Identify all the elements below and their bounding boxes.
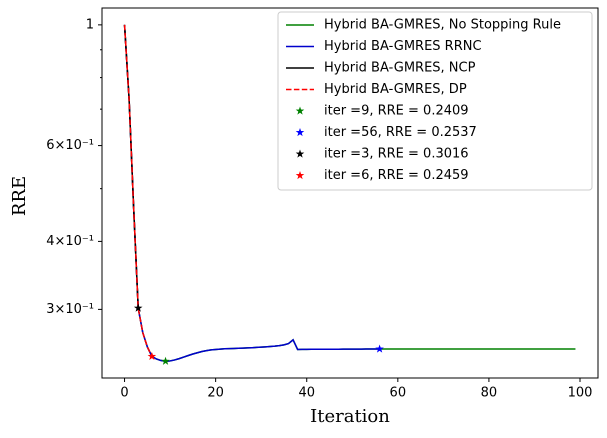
legend-swatch (295, 149, 305, 158)
legend-swatch (295, 128, 305, 137)
y-tick-label: 1 (86, 17, 94, 32)
y-tick-label: 6×10⁻¹ (46, 138, 94, 153)
legend-label: Hybrid BA-GMRES RRNC (324, 39, 482, 54)
legend-label: iter =56, RRE = 0.2537 (324, 125, 477, 140)
legend-label: iter =9, RRE = 0.2409 (324, 104, 469, 119)
legend-label: iter =3, RRE = 0.3016 (324, 147, 469, 162)
x-tick-label: 0 (120, 386, 128, 401)
series-line (123, 24, 153, 357)
x-tick-label: 20 (207, 386, 224, 401)
legend-label: Hybrid BA-GMRES, DP (324, 82, 467, 97)
x-tick-label: 80 (481, 386, 498, 401)
legend-label: Hybrid BA-GMRES, No Stopping Rule (324, 18, 561, 33)
x-tick-label: 40 (298, 386, 315, 401)
legend-label: iter =6, RRE = 0.2459 (324, 168, 469, 183)
y-axis-label: RRE (9, 176, 30, 216)
marker-star (147, 351, 157, 361)
x-tick-label: 60 (390, 386, 407, 401)
y-tick-label: 4×10⁻¹ (46, 234, 94, 249)
marker-star (375, 344, 384, 353)
marker-star (161, 356, 170, 365)
marker-star (133, 303, 143, 312)
legend-swatch (295, 171, 305, 180)
legend-box (277, 11, 593, 191)
x-tick-label: 100 (568, 386, 593, 401)
legend-swatch (295, 106, 305, 115)
y-tick-label: 3×10⁻¹ (46, 302, 94, 317)
legend-label: Hybrid BA-GMRES, NCP (324, 61, 476, 76)
plot-frame (101, 7, 599, 379)
x-axis-label: Iteration (310, 406, 390, 427)
